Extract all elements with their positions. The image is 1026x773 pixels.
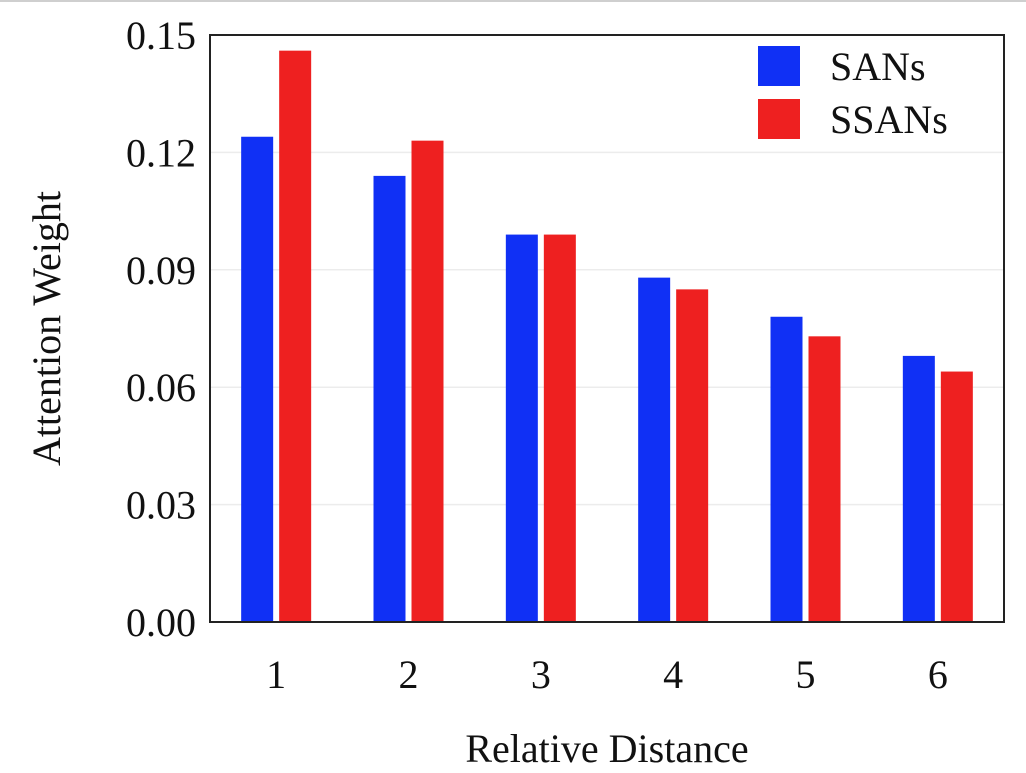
bar-sans-5 xyxy=(770,316,803,622)
legend-swatch-ssans xyxy=(758,99,800,139)
x-axis-label: Relative Distance xyxy=(465,726,748,771)
legend-label-ssans: SSANs xyxy=(830,97,948,142)
legend-swatch-sans xyxy=(758,46,800,86)
y-tick-label: 0.15 xyxy=(126,13,196,58)
bar-ssans-1 xyxy=(279,50,312,623)
bar-sans-6 xyxy=(902,355,935,622)
y-tick-label: 0.09 xyxy=(126,248,196,293)
y-tick-labels: 0.00 0.03 0.06 0.09 0.12 0.15 xyxy=(126,13,196,645)
x-tick-labels: 1 2 3 4 5 6 xyxy=(266,652,948,697)
bar-sans-3 xyxy=(505,234,538,622)
x-tick-label: 1 xyxy=(266,652,286,697)
x-tick-label: 5 xyxy=(796,652,816,697)
x-tick-label: 2 xyxy=(399,652,419,697)
bars xyxy=(241,50,973,623)
bar-ssans-5 xyxy=(808,336,841,622)
y-axis-label: Attention Weight xyxy=(24,191,69,466)
bar-sans-4 xyxy=(638,277,671,622)
y-tick-label: 0.00 xyxy=(126,600,196,645)
legend-label-sans: SANs xyxy=(830,44,926,89)
bar-sans-2 xyxy=(373,175,406,622)
bar-sans-1 xyxy=(241,136,274,622)
legend: SANs SSANs xyxy=(758,44,948,142)
y-tick-label: 0.03 xyxy=(126,483,196,528)
plot-frame xyxy=(209,34,1005,623)
y-tick-label: 0.12 xyxy=(126,130,196,175)
grid-lines xyxy=(210,151,1004,506)
x-tick-label: 3 xyxy=(531,652,551,697)
bar-ssans-4 xyxy=(676,289,709,622)
x-tick-label: 6 xyxy=(928,652,948,697)
x-tick-label: 4 xyxy=(663,652,683,697)
bar-ssans-3 xyxy=(543,234,576,622)
bar-ssans-2 xyxy=(411,140,444,622)
y-tick-label: 0.06 xyxy=(126,365,196,410)
bar-ssans-6 xyxy=(940,371,973,622)
